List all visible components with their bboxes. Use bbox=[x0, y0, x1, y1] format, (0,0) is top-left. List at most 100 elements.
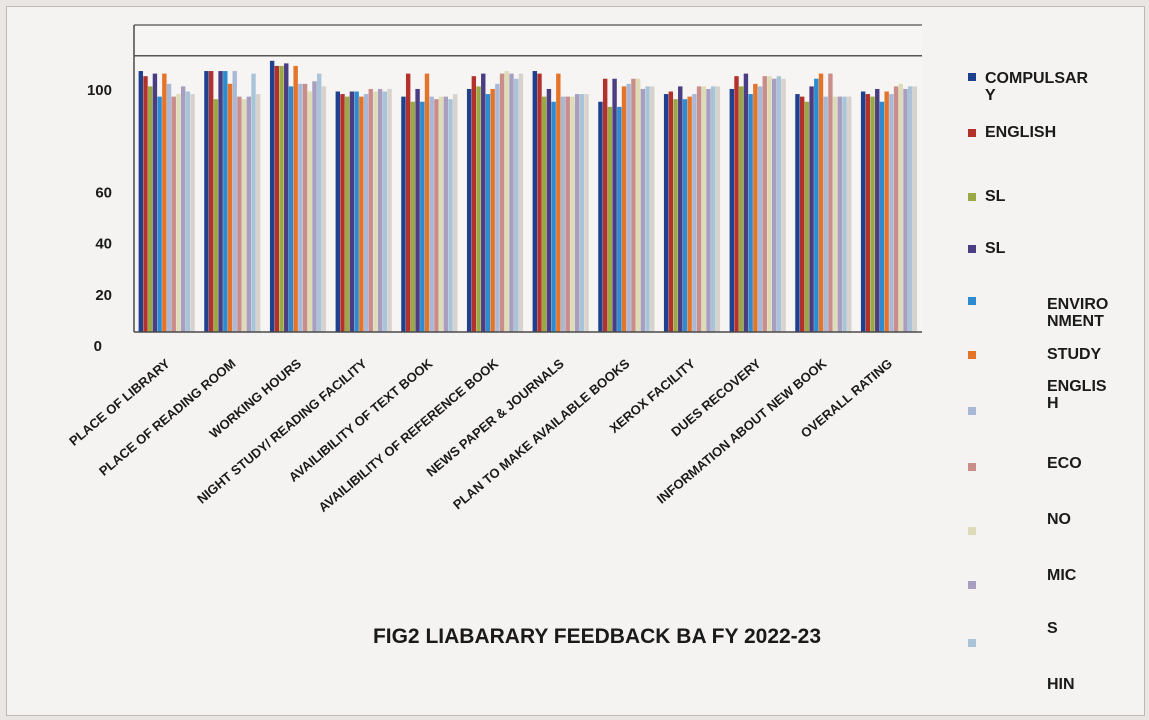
bar bbox=[138, 71, 144, 333]
bar bbox=[269, 60, 275, 332]
category-label: PLACE OF READING ROOM bbox=[96, 356, 238, 479]
bar bbox=[617, 106, 622, 333]
bar bbox=[532, 71, 538, 333]
bar bbox=[701, 86, 706, 333]
bar bbox=[663, 94, 669, 332]
bar bbox=[898, 83, 903, 332]
bar bbox=[809, 86, 814, 333]
plot-area bbox=[134, 25, 922, 333]
bar bbox=[696, 86, 702, 333]
bar bbox=[795, 94, 800, 332]
bar bbox=[190, 94, 195, 332]
bar bbox=[368, 88, 373, 333]
bar bbox=[424, 73, 430, 333]
bar bbox=[687, 96, 692, 332]
bar bbox=[274, 65, 280, 333]
bar bbox=[302, 83, 308, 332]
bar bbox=[256, 94, 261, 332]
bar bbox=[298, 83, 303, 332]
bar bbox=[485, 94, 491, 332]
bar bbox=[471, 76, 477, 332]
bar bbox=[349, 91, 355, 333]
bar bbox=[748, 94, 753, 332]
legend-swatch bbox=[968, 245, 976, 253]
bar bbox=[668, 91, 674, 333]
bar bbox=[237, 96, 242, 332]
bar bbox=[823, 96, 828, 332]
bar bbox=[907, 86, 913, 333]
bar bbox=[893, 86, 899, 333]
bar bbox=[818, 73, 824, 333]
chart-title: FIG2 LIABARARY FEEDBACK BA FY 2022-23 bbox=[373, 625, 821, 648]
bar bbox=[410, 101, 416, 332]
bar bbox=[678, 86, 683, 333]
bar bbox=[828, 73, 833, 333]
bar bbox=[223, 71, 228, 333]
y-tick-label: 100 bbox=[87, 82, 112, 99]
bar bbox=[377, 88, 383, 333]
legend-label: COMPULSAR bbox=[985, 70, 1089, 87]
bar bbox=[739, 86, 744, 333]
legend-label: H bbox=[1047, 395, 1059, 412]
bar bbox=[443, 96, 449, 332]
bar bbox=[875, 88, 880, 333]
bar bbox=[382, 91, 388, 333]
bar bbox=[682, 99, 688, 332]
bar bbox=[415, 88, 420, 333]
bar bbox=[208, 71, 214, 333]
bar bbox=[307, 91, 312, 333]
bar bbox=[799, 96, 805, 332]
bar bbox=[171, 96, 176, 332]
bar bbox=[448, 99, 453, 332]
bar bbox=[626, 83, 631, 332]
legend-label: SL bbox=[985, 188, 1006, 205]
bar bbox=[743, 73, 749, 333]
bar bbox=[832, 96, 838, 332]
legend-label: S bbox=[1047, 620, 1058, 637]
bar bbox=[453, 94, 458, 332]
bar bbox=[584, 94, 589, 332]
bar bbox=[438, 96, 444, 332]
bar bbox=[860, 91, 866, 333]
bar bbox=[180, 86, 186, 333]
y-tick-label: 40 bbox=[95, 236, 112, 253]
bar bbox=[870, 96, 875, 332]
y-tick-label: 20 bbox=[95, 287, 112, 304]
bar bbox=[227, 83, 233, 332]
bar bbox=[513, 78, 519, 332]
bar bbox=[345, 96, 350, 332]
bar bbox=[166, 83, 172, 332]
bar bbox=[359, 96, 364, 332]
legend-swatch bbox=[968, 73, 976, 81]
bar bbox=[776, 76, 782, 332]
bar bbox=[143, 76, 148, 332]
legend-swatch bbox=[968, 463, 976, 471]
legend-label: ENGLIS bbox=[1047, 378, 1107, 395]
bar bbox=[335, 91, 341, 333]
bar bbox=[635, 78, 641, 332]
bar bbox=[673, 99, 678, 332]
bar bbox=[363, 94, 369, 332]
bar bbox=[434, 99, 439, 332]
legend-swatch bbox=[968, 129, 976, 137]
bar bbox=[504, 71, 509, 333]
bar bbox=[466, 88, 472, 333]
bar bbox=[499, 73, 505, 333]
bar bbox=[251, 73, 256, 333]
bar bbox=[241, 99, 247, 332]
legend-label: ENVIRO bbox=[1047, 296, 1108, 313]
bar bbox=[757, 86, 763, 333]
legend-swatch bbox=[968, 581, 976, 589]
bar bbox=[279, 65, 284, 333]
bar bbox=[354, 91, 359, 333]
bar bbox=[631, 78, 636, 332]
bar bbox=[912, 86, 918, 333]
bar bbox=[767, 76, 772, 332]
bar bbox=[781, 78, 786, 332]
bar bbox=[185, 91, 191, 333]
bar bbox=[729, 88, 735, 333]
axes: 0 20 40 60 100 bbox=[87, 24, 922, 355]
bar bbox=[546, 88, 552, 333]
bar bbox=[420, 101, 425, 332]
